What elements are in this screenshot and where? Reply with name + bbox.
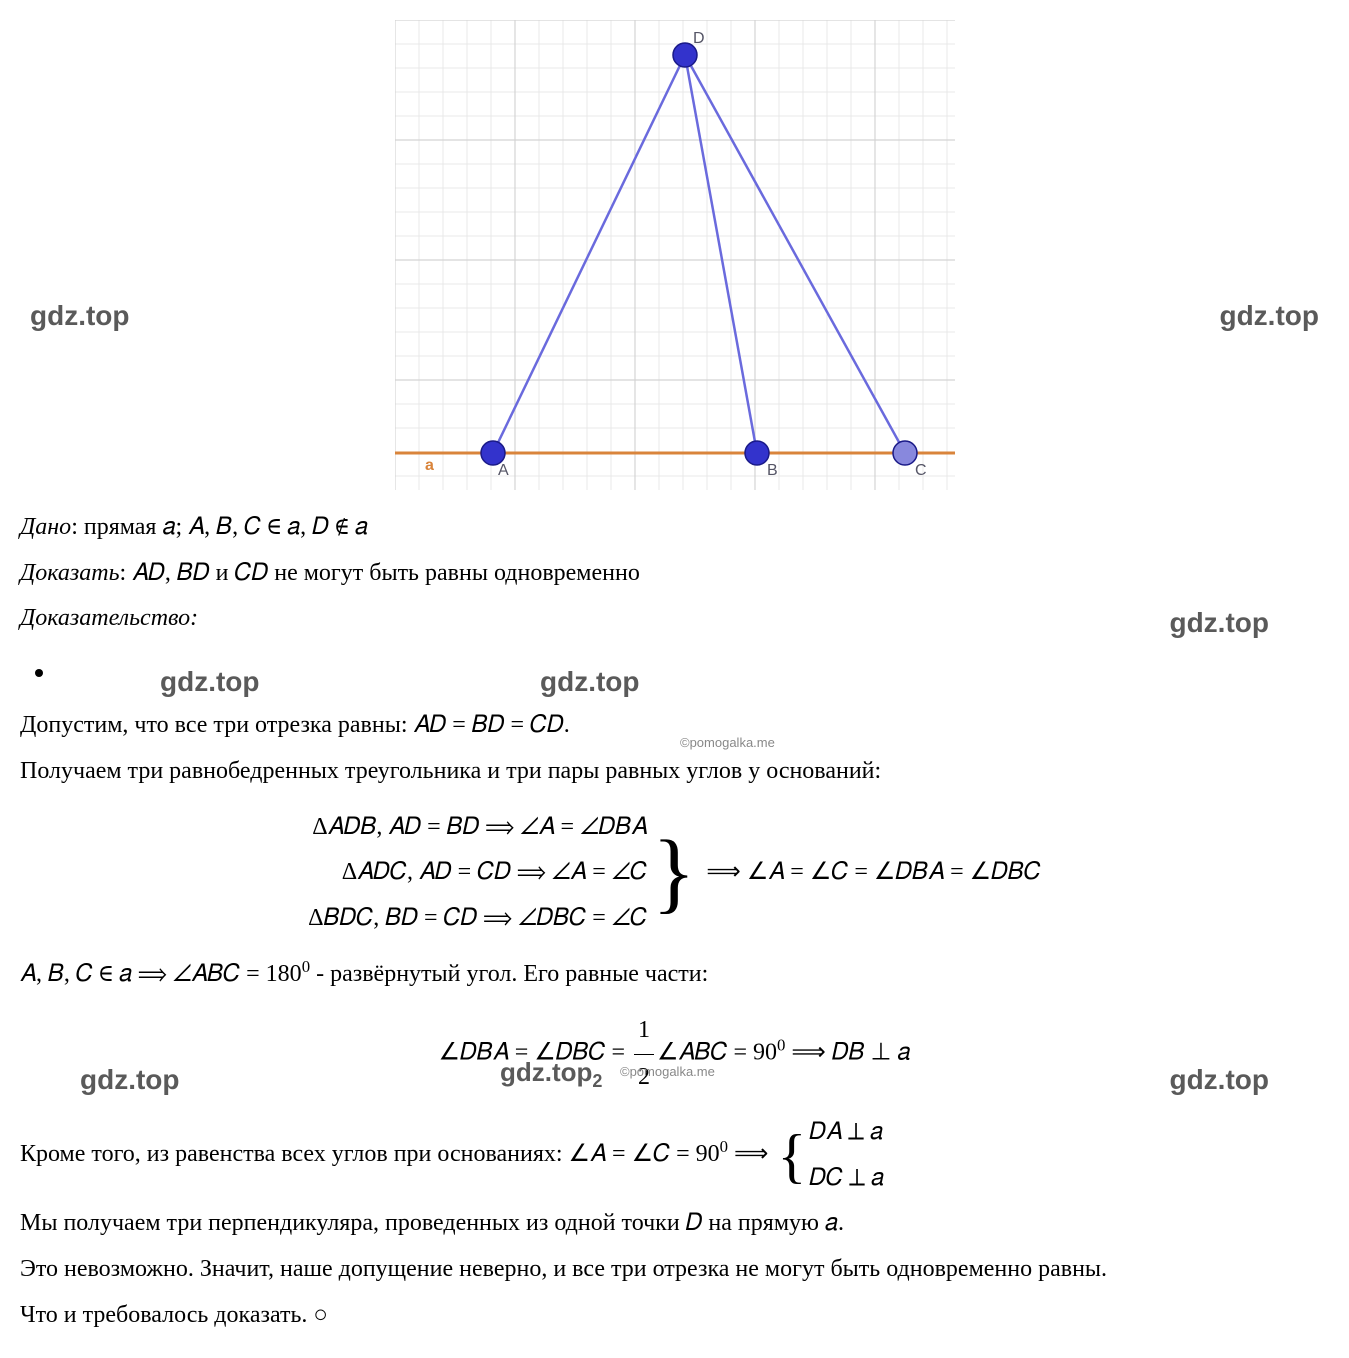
case1: 𝐷𝐴 ⊥ 𝑎 [809,1110,884,1156]
line2: Получаем три равнобедренных треугольника… [20,749,1329,795]
svg-text:B: B [767,462,778,479]
watermark: gdz.top [540,655,640,708]
line5: Мы получаем три перпендикуляра, проведен… [20,1201,1329,1247]
equation-group-1: Δ𝐴𝐷𝐵, 𝐴𝐷 = 𝐵𝐷 ⟹ ∠𝐴 = ∠𝐷𝐵𝐴 Δ𝐴𝐷𝐶, 𝐴𝐷 = 𝐶𝐷 … [20,805,1329,942]
watermark-small: ©pomogalka.me [680,731,775,756]
equation-2: ∠𝐷𝐵𝐴 = ∠𝐷𝐵𝐶 = 12∠𝐴𝐵𝐶 = 900 ⟹ 𝐷𝐵 ⊥ 𝑎 gdz.… [20,1008,1329,1100]
watermark: gdz.top [160,655,260,708]
svg-text:a: a [425,457,434,474]
watermark: gdz.top [1169,596,1269,649]
frac-num: 1 [634,1008,654,1055]
given-label: Дано [20,514,71,540]
given-line: Дано: прямая 𝑎; 𝐴, 𝐵, 𝐶 ∈ 𝑎, 𝐷 ∉ 𝑎 [20,505,1329,551]
prove-body: : 𝐴𝐷, 𝐵𝐷 и 𝐶𝐷 не могут быть равны одновр… [120,560,640,586]
prove-label: Доказать [20,560,120,586]
svg-text:C: C [915,462,927,479]
case2: 𝐷𝐶 ⊥ 𝑎 [809,1156,884,1202]
diagram-svg: a A B C D [395,20,955,490]
eq2c: ⟹ 𝐷𝐵 ⊥ 𝑎 [785,1040,910,1066]
fraction: 12 [634,1008,654,1100]
watermark-small: ©pomogalka.me [620,1060,715,1085]
eq-rows: Δ𝐴𝐷𝐵, 𝐴𝐷 = 𝐵𝐷 ⟹ ∠𝐴 = ∠𝐷𝐵𝐴 Δ𝐴𝐷𝐶, 𝐴𝐷 = 𝐶𝐷 … [308,805,647,942]
svg-text:D: D [693,30,705,47]
line3b: - развёрнутый угол. Его равные части: [310,961,708,987]
given-body: : прямая 𝑎; 𝐴, 𝐵, 𝐶 ∈ 𝑎, 𝐷 ∉ 𝑎 [71,514,368,540]
line6: Это невозможно. Значит, наше допущение н… [20,1247,1329,1293]
bullet-icon [35,669,43,677]
proof-text: Дано: прямая 𝑎; 𝐴, 𝐵, 𝐶 ∈ 𝑎, 𝐷 ∉ 𝑎 Доказ… [20,505,1329,1338]
watermark: gdz.top [1169,1053,1269,1106]
line1: Допустим, что все три отрезка равны: 𝐴𝐷 … [20,712,570,738]
prove-line: Доказать: 𝐴𝐷, 𝐵𝐷 и 𝐶𝐷 не могут быть равн… [20,551,1329,597]
watermark: gdz.top2 [500,1048,602,1098]
line4b: ⟹ [728,1141,774,1167]
line4: Кроме того, из равенства всех углов при … [20,1110,1329,1201]
assume-line: Допустим, что все три отрезка равны: 𝐴𝐷 … [20,703,1329,749]
proof-label: Доказательство: [20,605,198,631]
watermark: gdz.top [30,300,130,332]
proof-label-line: Доказательство: gdz.top [20,596,1329,642]
line7: Что и требовалось доказать. ○ [20,1293,1329,1339]
eq-row1: Δ𝐴𝐷𝐵, 𝐴𝐷 = 𝐵𝐷 ⟹ ∠𝐴 = ∠𝐷𝐵𝐴 [308,805,647,851]
eq-tail: ⟹ ∠𝐴 = ∠𝐶 = ∠𝐷𝐵𝐴 = ∠𝐷𝐵𝐶 [700,858,1040,884]
line4a: Кроме того, из равенства всех углов при … [20,1141,720,1167]
geometry-diagram: a A B C D gdz.top gdz.top [20,20,1329,495]
eq-row2: Δ𝐴𝐷𝐶, 𝐴𝐷 = 𝐶𝐷 ⟹ ∠𝐴 = ∠𝐶 [308,850,647,896]
line3: 𝐴, 𝐵, 𝐶 ∈ 𝑎 ⟹ ∠𝐴𝐵𝐶 = 1800 - развёрнутый … [20,951,1329,998]
brace-icon: } [652,828,695,918]
eq-row3: Δ𝐵𝐷𝐶, 𝐵𝐷 = 𝐶𝐷 ⟹ ∠𝐷𝐵𝐶 = ∠𝐶 [308,896,647,942]
cases: 𝐷𝐴 ⊥ 𝑎 𝐷𝐶 ⊥ 𝑎 [809,1110,884,1201]
svg-text:A: A [498,462,509,479]
watermark: gdz.top [80,1053,180,1106]
bullet-line: gdz.top gdz.top [20,650,1329,696]
watermark: gdz.top [1219,300,1319,332]
brace-left-icon: { [777,1126,806,1186]
line3a: 𝐴, 𝐵, 𝐶 ∈ 𝑎 ⟹ ∠𝐴𝐵𝐶 = 180 [20,961,302,987]
